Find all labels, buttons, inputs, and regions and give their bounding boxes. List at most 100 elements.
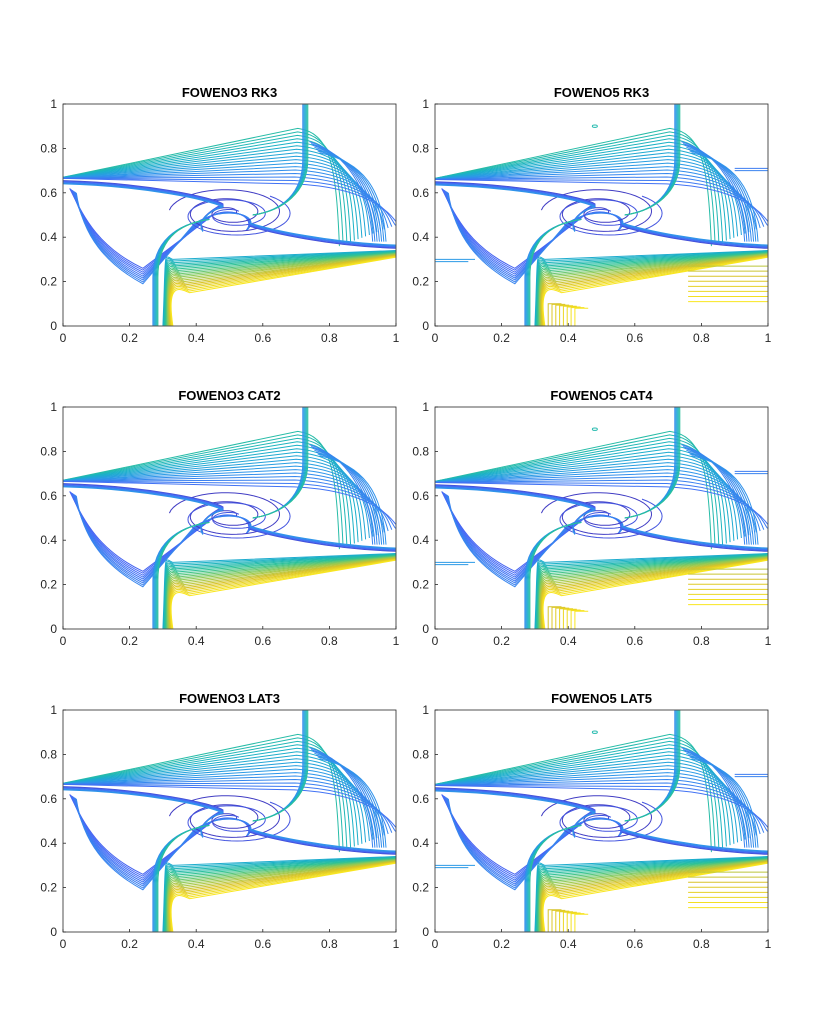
shear-layer-right	[621, 830, 768, 855]
contour-line-swirl	[75, 495, 252, 588]
boundary-artifact	[574, 913, 589, 932]
x-tick-label: 0.6	[254, 937, 271, 951]
x-tick-label: 0.2	[493, 634, 510, 648]
x-tick-label: 0.4	[188, 937, 205, 951]
contour-line-right	[309, 747, 374, 848]
shear-layer-right	[249, 528, 396, 552]
x-tick-label: 0.6	[254, 634, 271, 648]
contour-line-right	[319, 152, 387, 242]
y-tick-label: 1	[422, 703, 429, 717]
contour-line-swirl	[447, 798, 624, 891]
x-tick-label: 1	[393, 937, 400, 951]
contour-line-right	[681, 141, 746, 242]
panel-title: FOWENO5 RK3	[554, 85, 649, 100]
shear-layer-right	[621, 527, 768, 551]
x-tick-label: 0.8	[321, 937, 338, 951]
x-tick-label: 0.6	[626, 634, 643, 648]
boundary-artifact	[547, 303, 562, 326]
x-tick-label: 1	[765, 331, 772, 345]
contour-line-lower	[542, 862, 768, 932]
contour-panel: FOWENO5 LAT5 0 0.2 0.4 0.6 0.8 1 0 0.2 0.4 0.6 0.8 1	[412, 691, 771, 951]
y-tick-label: 1	[422, 400, 429, 414]
shear-layer-right	[249, 222, 396, 247]
boundary-artifact	[559, 305, 573, 326]
shear-layer-right	[621, 526, 768, 550]
x-tick-label: 0.6	[254, 331, 271, 345]
boundary-artifact	[559, 608, 573, 629]
x-tick-label: 0.4	[560, 937, 577, 951]
boundary-artifact	[559, 911, 573, 932]
y-tick-label: 0.8	[412, 444, 429, 458]
x-tick-label: 0.6	[626, 937, 643, 951]
y-tick-label: 0	[50, 319, 57, 333]
boundary-artifact	[551, 303, 566, 326]
contour-line-right	[312, 447, 378, 545]
contour-line-right	[684, 750, 750, 848]
contour-line-swirl	[447, 192, 624, 285]
y-tick-label: 0.8	[40, 747, 57, 761]
shear-layer-right	[249, 224, 396, 249]
y-tick-label: 0.8	[40, 141, 57, 155]
shear-layer-right	[621, 222, 768, 246]
y-tick-label: 0	[422, 925, 429, 939]
y-tick-label: 0.8	[412, 141, 429, 155]
contour-line-right	[687, 754, 755, 848]
y-tick-label: 1	[50, 703, 57, 717]
y-tick-label: 0.4	[40, 230, 57, 244]
contour-panel: FOWENO3 CAT2 0 0.2 0.4 0.6 0.8 1 0 0.2 0.4 0.6 0.8 1	[40, 388, 399, 648]
boundary-artifact	[435, 258, 475, 263]
boundary-artifact	[574, 307, 589, 326]
x-tick-label: 0.2	[121, 331, 138, 345]
boundary-artifact	[566, 609, 581, 629]
shear-layer-left	[435, 790, 597, 838]
contour-line-right	[319, 758, 387, 848]
shear-layer-left	[63, 486, 225, 535]
contour-panel: FOWENO5 CAT4 0 0.2 0.4 0.6 0.8 1 0 0.2 0.4 0.6 0.8 1	[412, 388, 771, 648]
contour-line-right	[687, 148, 755, 242]
contour-line-right	[315, 148, 383, 242]
contour-line-right	[310, 749, 376, 848]
shear-layer-top	[624, 710, 681, 822]
shear-layer-right	[249, 828, 396, 853]
y-tick-label: 0.2	[412, 275, 429, 289]
shear-layer-top	[252, 104, 309, 216]
y-tick-label: 0	[50, 622, 57, 636]
contour-line-right	[689, 150, 757, 242]
panel-title: FOWENO5 LAT5	[551, 691, 652, 706]
shear-layer-bottom	[157, 521, 210, 629]
contour-line-right	[687, 451, 755, 545]
x-tick-label: 0.4	[560, 331, 577, 345]
contour-lines	[435, 104, 768, 326]
shear-layer-right	[249, 224, 396, 248]
boundary-artifact	[551, 909, 566, 932]
boundary-artifact	[566, 912, 581, 932]
x-tick-label: 0.4	[560, 634, 577, 648]
contour-line-right	[684, 447, 750, 545]
boundary-artifact	[574, 610, 589, 629]
contour-line-right	[314, 449, 380, 545]
contour-line-right	[691, 152, 759, 242]
y-tick-label: 0.6	[40, 792, 57, 806]
shear-layer-bottom	[529, 521, 582, 629]
shear-layer-right	[621, 223, 768, 247]
y-tick-label: 0.4	[412, 533, 429, 547]
contour-line-lower	[170, 256, 396, 326]
x-tick-label: 0.6	[626, 331, 643, 345]
shear-layer-right	[621, 224, 768, 248]
y-tick-label: 0.8	[40, 444, 57, 458]
x-tick-label: 0	[432, 331, 439, 345]
contour-line-right	[682, 749, 748, 848]
x-tick-label: 0	[432, 634, 439, 648]
y-tick-label: 0	[422, 319, 429, 333]
axes-frame	[62, 709, 397, 933]
shear-layer-right	[621, 831, 768, 855]
shear-layer-right	[621, 525, 768, 549]
shear-layer-right	[621, 527, 768, 552]
contour-lines	[435, 710, 768, 932]
boundary-artifact	[570, 913, 585, 932]
boundary-artifact	[562, 911, 577, 932]
y-tick-label: 0.2	[40, 881, 57, 895]
y-tick-label: 0.6	[40, 489, 57, 503]
x-tick-label: 1	[765, 937, 772, 951]
boundary-artifact	[555, 607, 570, 629]
